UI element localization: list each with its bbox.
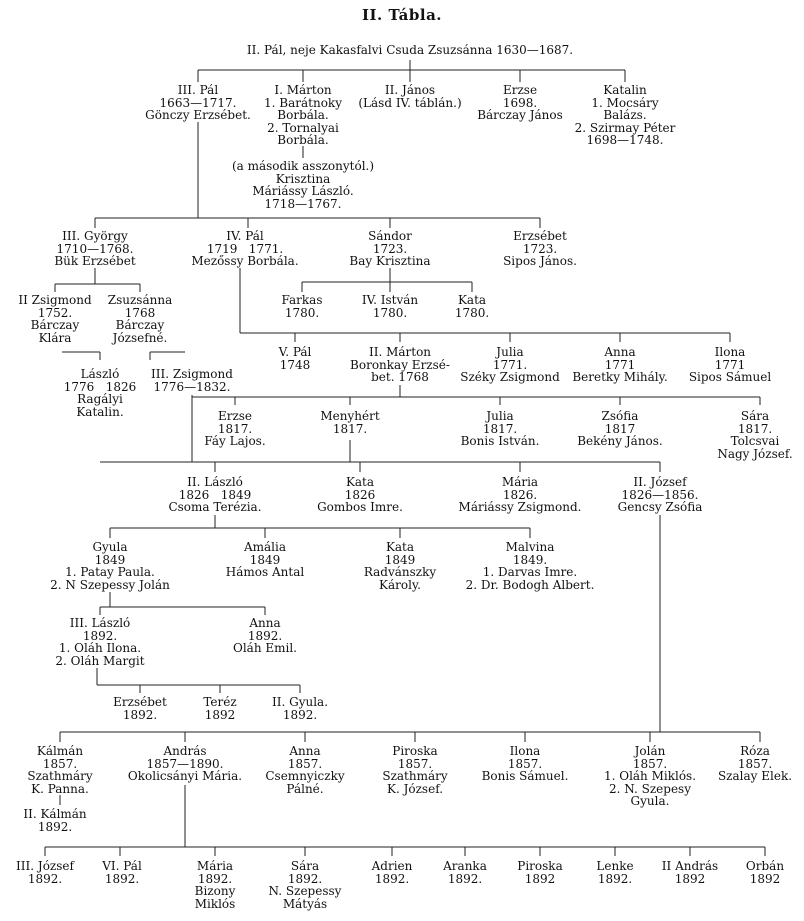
person-roza: Róza 1857. Szalay Elek.: [717, 744, 793, 783]
person-farkas: Farkas 1780.: [281, 293, 323, 320]
person-lenke: Lenke 1892.: [596, 859, 634, 886]
person-kalman-2: II. Kálmán 1892.: [23, 807, 87, 834]
person-ilona: Ilona 1771 Sipos Sámuel: [688, 345, 772, 384]
person-marton-2: II. Márton Boronkay Erzsé-bet. 1768: [350, 345, 450, 384]
person-ilona-2: Ilona 1857. Bonis Sámuel.: [481, 744, 569, 783]
person-gyula: Gyula 1849 1. Patay Paula. 2. N Szepessy Jo…: [50, 540, 170, 592]
person-julia-2: Julia 1817. Bonis István.: [460, 409, 540, 448]
person-pal-5: V. Pál 1748: [278, 345, 312, 372]
person-laszlo-3: III. László 1892. 1. Oláh Ilona. 2. Oláh Ma…: [55, 616, 145, 668]
person-piroska: Piroska 1857. Szathmáry K. József.: [382, 744, 448, 796]
person-anna-3: Anna 1857. Csemnyiczky Pálné.: [265, 744, 345, 796]
person-sara-2: Sára 1892. N. Szepessy Mátyás: [268, 859, 342, 911]
person-andras-2: II András 1892: [661, 859, 719, 886]
person-malvina: Malvina 1849. 1. Darvas Imre. 2. Dr. Bodogh…: [465, 540, 595, 592]
person-pal-6: VI. Pál 1892.: [102, 859, 142, 886]
person-erzsebet-2: Erzsébet 1892.: [113, 695, 167, 722]
person-kalman: Kálmán 1857. Szathmáry K. Panna.: [27, 744, 93, 796]
person-erzse-2: Erzse 1817. Fáy Lajos.: [204, 409, 266, 448]
person-katalin: Katalin 1. Mocsáry Balázs. 2. Szirmay Péter…: [574, 83, 676, 147]
person-zsuzsanna: Zsuzsánna 1768 Bárczay Józsefné.: [107, 293, 173, 345]
person-jolan: Jolán 1857. 1. Oláh Miklós. 2. N. Szepesy Gy…: [603, 744, 697, 808]
person-pal-2-root: II. Pál, neje Kakasfalvi Csuda Zsuzsánna…: [246, 43, 574, 57]
person-istvan-4: IV. István 1780.: [361, 293, 419, 320]
person-gyorgy-3: III. György 1710—1768. Bük Erzsébet: [54, 229, 136, 268]
person-pal-3: III. Pál 1663—1717. Gönczy Erzsébet.: [145, 83, 251, 122]
person-menyhert: Menyhért 1817.: [320, 409, 380, 436]
person-kata: Kata 1780.: [454, 293, 490, 320]
person-sandor: Sándor 1723. Bay Krisztina: [349, 229, 431, 268]
person-sara: Sára 1817. Tolcsvai Nagy József.: [717, 409, 793, 461]
person-marton-1: I. Márton 1. Barátnoky Borbála. 2. Tornalya…: [264, 83, 342, 147]
person-jozsef-2: II. József 1826—1856. Gencsy Zsófia: [617, 475, 703, 514]
person-julia: Julia 1771. Széky Zsigmond: [460, 345, 560, 384]
person-erzsebet: Erzsébet 1723. Sipos János.: [503, 229, 577, 268]
person-zsofia: Zsófia 1817 Bekény János.: [577, 409, 663, 448]
person-gyula-2: II. Gyula. 1892.: [271, 695, 329, 722]
person-aranka: Aranka 1892.: [443, 859, 487, 886]
person-zsigmond-3: III. Zsigmond 1776—1832.: [151, 367, 233, 394]
page-title: II. Tábla.: [361, 6, 443, 24]
person-adrien: Adrien 1892.: [371, 859, 413, 886]
person-orban: Orbán 1892: [745, 859, 785, 886]
person-amalia: Amália 1849 Hámos Antal: [225, 540, 305, 579]
person-maria: Mária 1826. Máriássy Zsigmond.: [458, 475, 582, 514]
person-krisztina: (a második asszonytól.) Krisztina Máriássy…: [231, 159, 375, 211]
person-pal-4: IV. Pál 1719 1771. Mezőssy Borbála.: [191, 229, 299, 268]
person-kata-2: Kata 1826 Gombos Imre.: [317, 475, 403, 514]
person-laszlo: László 1776 1826 Ragályi Katalin.: [63, 367, 137, 419]
person-erzse: Erzse 1698. Bárczay János: [477, 83, 563, 122]
person-zsigmond-2: II Zsigmond 1752. Bárczay Klára: [18, 293, 92, 345]
person-janos-2: II. János (Lásd IV. táblán.): [358, 83, 462, 110]
person-maria-2: Mária 1892. Bizony Miklós: [194, 859, 236, 911]
person-kata-3: Kata 1849 Radvánszky Károly.: [363, 540, 437, 592]
person-anna-2: Anna 1892. Oláh Emil.: [232, 616, 298, 655]
person-jozsef-3: III. József 1892.: [16, 859, 74, 886]
person-piroska-2: Piroska 1892: [517, 859, 563, 886]
person-laszlo-2: II. László 1826 1849 Csoma Terézia.: [168, 475, 262, 514]
person-andras: András 1857—1890. Okolicsányi Mária.: [127, 744, 243, 783]
person-terez: Teréz 1892: [203, 695, 237, 722]
person-anna: Anna 1771 Beretky Mihály.: [572, 345, 668, 384]
